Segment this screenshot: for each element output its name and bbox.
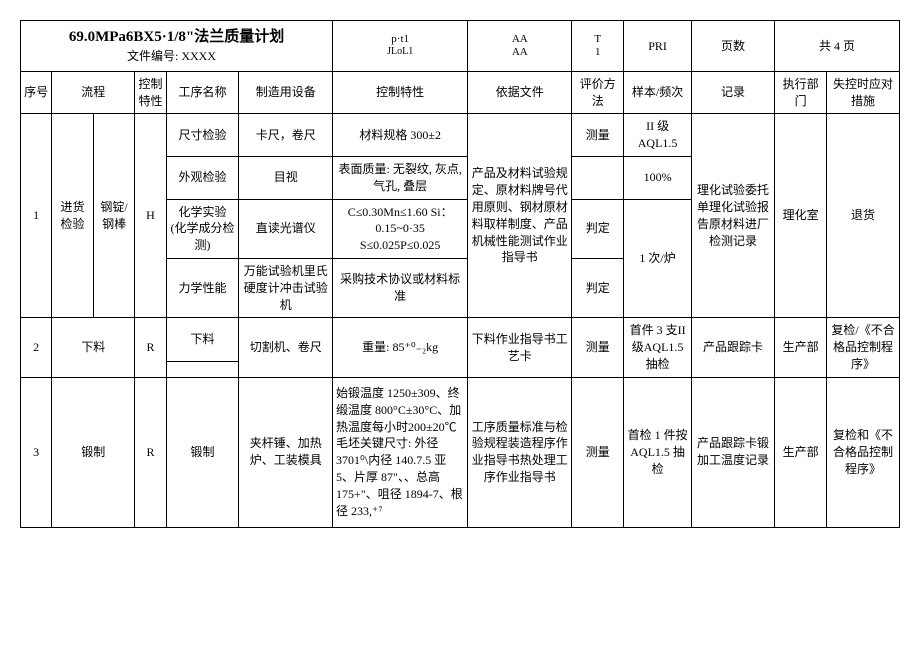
r2-ctrl: R: [135, 318, 166, 377]
r2-char: 重量: 85⁺⁰₋₂kg: [333, 318, 468, 377]
r2-equip: 切割机、卷尺: [239, 318, 333, 377]
r3-sample: 首检 1 件按 AQL1.5 抽检: [624, 377, 692, 527]
doc-title: 69.0MPa6BX5·1/8"法兰质量计划 文件编号: XXXX: [21, 21, 333, 72]
r3-ctrl: R: [135, 377, 166, 527]
r1-s1: II 级AQL1.5: [624, 114, 692, 157]
r2-basis: 下料作业指导书工艺卡: [468, 318, 572, 377]
r1-n3: 化学实验 (化学成分检测): [166, 199, 239, 258]
title-text: 69.0MPa6BX5·1/8"法兰质量计划: [27, 27, 326, 48]
r2-seq: 2: [21, 318, 52, 377]
hdr-code2: AA AA: [468, 21, 572, 72]
r2-dept: 生产部: [775, 318, 827, 377]
r1-proc-a: 进货检验: [52, 114, 94, 318]
col-ctrl-char: 控制特性: [135, 71, 166, 114]
r2-rec: 产品跟踪卡: [691, 318, 774, 377]
col-dept: 执行部门: [775, 71, 827, 114]
r2-sample: 首件 3 支II 级AQL1.5 抽检: [624, 318, 692, 377]
hdr-pages-label: 页数: [691, 21, 774, 72]
quality-plan-table: 69.0MPa6BX5·1/8"法兰质量计划 文件编号: XXXX p·t1 J…: [20, 20, 900, 528]
r1-n1: 尺寸检验: [166, 114, 239, 157]
col-process: 流程: [52, 71, 135, 114]
hdr-pri: PRI: [624, 21, 692, 72]
r1-ev1: 测量: [572, 114, 624, 157]
code2b: AA: [471, 46, 568, 59]
r2-fail: 复检/《不合格品控制程序》: [827, 318, 900, 377]
r3-fail: 复检和《不合格品控制程序》: [827, 377, 900, 527]
r2-name: 下料: [166, 318, 239, 362]
r3-dept: 生产部: [775, 377, 827, 527]
r1-s3: 1 次/炉: [624, 199, 692, 318]
r3-seq: 3: [21, 377, 52, 527]
r1-e2: 目视: [239, 156, 333, 199]
r3-basis: 工序质量标准与检验规程装造程序作业指导书热处理工序作业指导书: [468, 377, 572, 527]
col-fail: 失控时应对措施: [827, 71, 900, 114]
code2a: AA: [471, 33, 568, 46]
r1-dept: 理化室: [775, 114, 827, 318]
r3-eval: 测量: [572, 377, 624, 527]
code3b: 1: [575, 46, 620, 59]
r1-e1: 卡尺，卷尺: [239, 114, 333, 157]
r3-rec: 产品跟踪卡锻加工温度记录: [691, 377, 774, 527]
r1-ev2: [572, 156, 624, 199]
r2-name-empty: [166, 362, 239, 377]
r2-eval: 测量: [572, 318, 624, 377]
doc-number: 文件编号: XXXX: [27, 48, 326, 65]
r3-proc: 锻制: [52, 377, 135, 527]
col-basis: 依据文件: [468, 71, 572, 114]
r1-proc-b: 钢锭/钢棒: [93, 114, 135, 318]
r1-c2: 表面质量: 无裂纹, 灰点, 气孔, 叠层: [333, 156, 468, 199]
r1-c1: 材料规格 300±2: [333, 114, 468, 157]
col-sample: 样本/频次: [624, 71, 692, 114]
hdr-code1: p·t1 JLoL1: [333, 21, 468, 72]
r1-rec: 理化试验委托单理化试验报告原材料进厂检测记录: [691, 114, 774, 318]
r1-fail: 退货: [827, 114, 900, 318]
r2-proc: 下料: [52, 318, 135, 377]
r1-basis: 产品及材料试验规定、原材料牌号代用原则、钢材原材料取样制度、产品机械性能测试作业…: [468, 114, 572, 318]
r1-ev3: 判定: [572, 199, 624, 258]
r1-e4: 万能试验机里氏硬度计冲击试验机: [239, 258, 333, 317]
r1-n2: 外观检验: [166, 156, 239, 199]
r1-c4: 采购技术协议或材料标准: [333, 258, 468, 317]
r3-equip: 夹杆锤、加热炉、工装模具: [239, 377, 333, 527]
hdr-code3: T 1: [572, 21, 624, 72]
col-proc-name: 工序名称: [166, 71, 239, 114]
col-seq: 序号: [21, 71, 52, 114]
r1-ev4: 判定: [572, 258, 624, 317]
r1-s2: 100%: [624, 156, 692, 199]
col-record: 记录: [691, 71, 774, 114]
code1b: JLoL1: [336, 46, 464, 58]
hdr-pages-total: 共 4 页: [775, 21, 900, 72]
col-eval: 评价方法: [572, 71, 624, 114]
r1-n4: 力学性能: [166, 258, 239, 317]
r1-e3: 直读光谱仪: [239, 199, 333, 258]
r1-c3: C≤0.30Mn≤1.60 Si：0.15~0·35 S≤0.025P≤0.02…: [333, 199, 468, 258]
r1-seq: 1: [21, 114, 52, 318]
r3-char: 始锻温度 1250±309、终缎温度 800°C±30°C、加热温度每小时200…: [333, 377, 468, 527]
col-ctrl-prop: 控制特性: [333, 71, 468, 114]
r3-name: 锻制: [166, 377, 239, 527]
code1a: p·t1: [336, 33, 464, 46]
col-equipment: 制造用设备: [239, 71, 333, 114]
code3a: T: [575, 33, 620, 46]
r1-ctrl: H: [135, 114, 166, 318]
